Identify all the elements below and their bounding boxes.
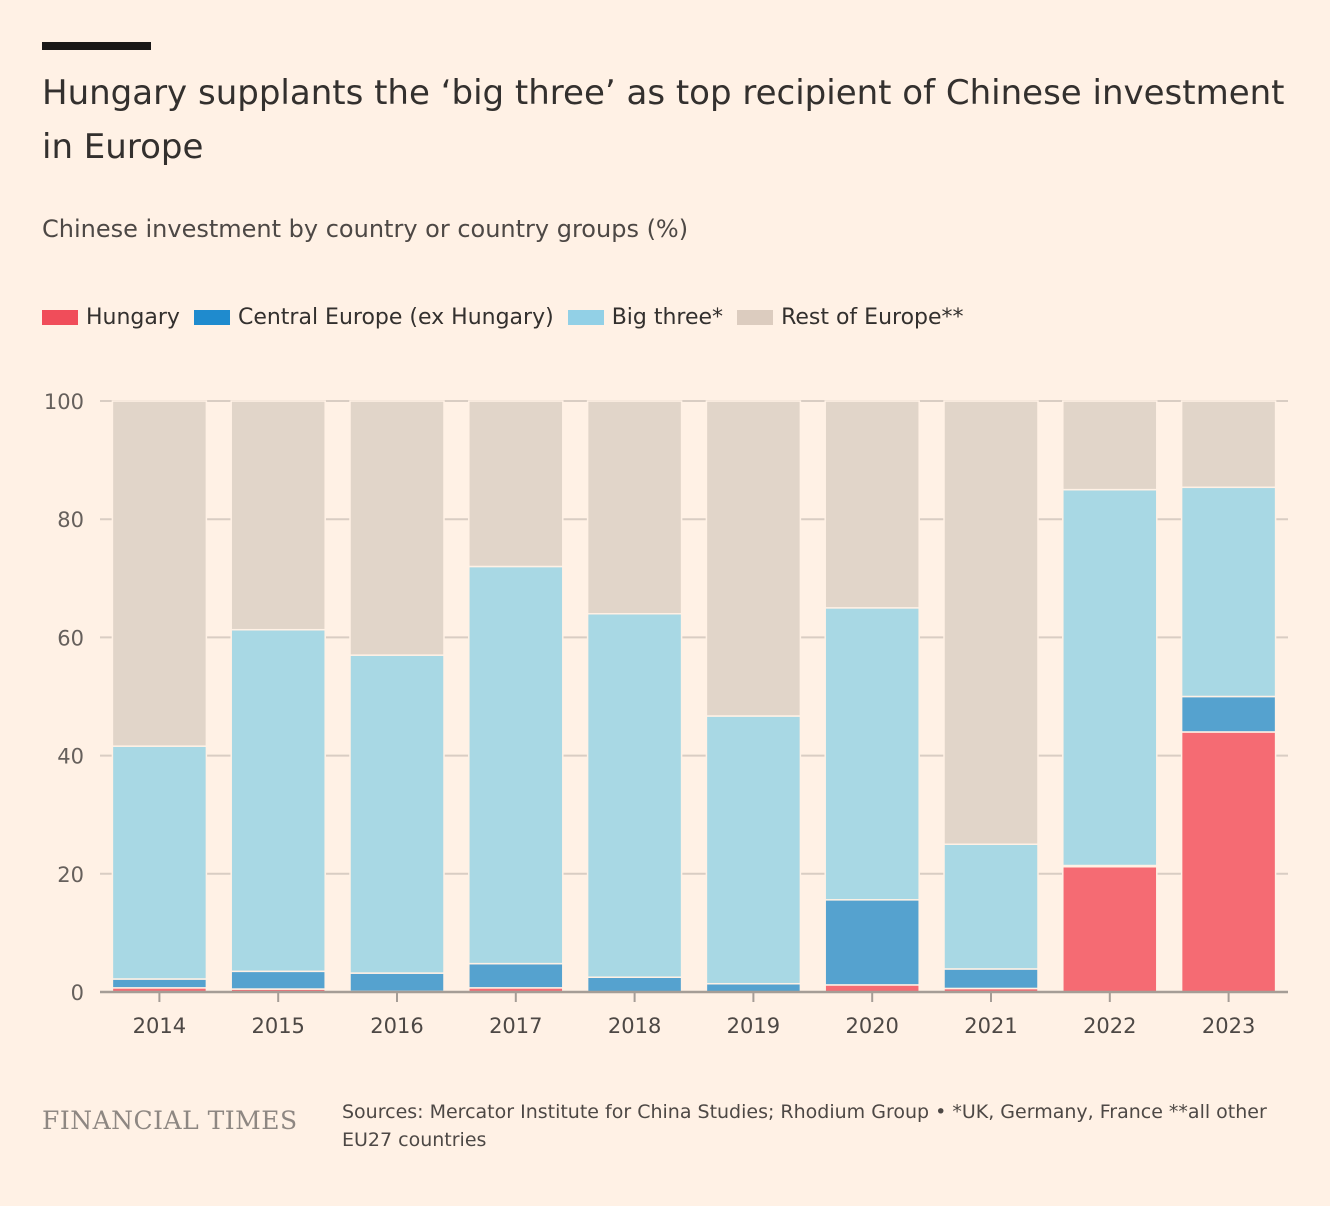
bar-segment bbox=[1062, 865, 1158, 993]
bar-segment bbox=[349, 400, 445, 656]
x-tick-label: 2017 bbox=[489, 1014, 542, 1038]
bar-segment bbox=[349, 654, 445, 974]
bar-segment bbox=[1062, 488, 1158, 867]
bar-segment bbox=[1180, 695, 1277, 733]
bar-segment bbox=[824, 400, 920, 609]
legend-label: Big three* bbox=[611, 305, 724, 330]
chart-title: Hungary supplants the ‘big three’ as top… bbox=[42, 73, 1285, 167]
legend: Hungary Central Europe (ex Hungary) Big th… bbox=[42, 305, 964, 330]
bar-segment bbox=[111, 978, 208, 989]
bar-segment bbox=[1180, 400, 1277, 489]
legend-item: Hungary bbox=[42, 305, 180, 330]
bar-segment bbox=[943, 400, 1039, 845]
x-tick-label: 2020 bbox=[845, 1014, 898, 1038]
y-tick-label: 100 bbox=[44, 390, 84, 414]
bar-segment bbox=[824, 899, 920, 986]
bar-segment bbox=[468, 565, 564, 965]
bar-segment bbox=[230, 628, 326, 973]
legend-swatch bbox=[567, 310, 604, 325]
bar-segment bbox=[586, 976, 683, 993]
x-tick-label: 2018 bbox=[608, 1014, 661, 1038]
header-rule bbox=[42, 42, 151, 50]
y-tick-label: 40 bbox=[57, 745, 84, 769]
x-tick-label: 2021 bbox=[964, 1014, 1017, 1038]
bar-segment bbox=[705, 400, 802, 717]
legend-item: Rest of Europe** bbox=[737, 305, 964, 330]
legend-label: Rest of Europe** bbox=[781, 305, 964, 330]
bar-segment bbox=[230, 400, 326, 631]
bar-segment bbox=[468, 962, 564, 989]
legend-label: Hungary bbox=[86, 305, 180, 330]
ft-logo: FINANCIAL TIMES bbox=[42, 1106, 298, 1135]
y-tick-label: 20 bbox=[57, 863, 84, 887]
x-tick-label: 2019 bbox=[727, 1014, 780, 1038]
x-tick-label: 2014 bbox=[133, 1014, 186, 1038]
x-tick-label: 2016 bbox=[370, 1014, 423, 1038]
legend-item: Central Europe (ex Hungary) bbox=[193, 305, 554, 330]
bar-segment bbox=[111, 745, 208, 980]
chart-subtitle: Chinese investment by country or country… bbox=[42, 215, 689, 243]
bar-segment bbox=[943, 843, 1039, 970]
bar-segment bbox=[824, 607, 920, 901]
source-note: Sources: Mercator Institute for China St… bbox=[342, 1101, 1267, 1151]
y-tick-label: 60 bbox=[57, 626, 84, 650]
bar-segment bbox=[468, 400, 564, 568]
y-tick-label: 80 bbox=[57, 508, 84, 532]
bar-segment bbox=[349, 972, 445, 993]
bar-segment bbox=[586, 400, 683, 615]
legend-swatch bbox=[42, 310, 78, 325]
bar-segment bbox=[586, 613, 683, 978]
legend-label: Central Europe (ex Hungary) bbox=[237, 305, 554, 330]
bar-segment bbox=[230, 970, 326, 990]
bar-segment bbox=[1180, 731, 1277, 993]
bar-segment bbox=[1180, 486, 1277, 698]
bar-segment bbox=[111, 400, 208, 747]
x-tick-label: 2023 bbox=[1202, 1014, 1255, 1038]
y-tick-label: 0 bbox=[71, 981, 84, 1005]
x-tick-label: 2022 bbox=[1083, 1014, 1136, 1038]
x-tick-label: 2015 bbox=[251, 1014, 304, 1038]
bar-segment bbox=[705, 715, 802, 985]
bar-segment bbox=[1062, 400, 1158, 491]
bar-segment bbox=[943, 968, 1039, 990]
legend-swatch bbox=[193, 310, 230, 325]
legend-swatch bbox=[737, 310, 774, 325]
legend-item: Big three* bbox=[567, 305, 724, 330]
